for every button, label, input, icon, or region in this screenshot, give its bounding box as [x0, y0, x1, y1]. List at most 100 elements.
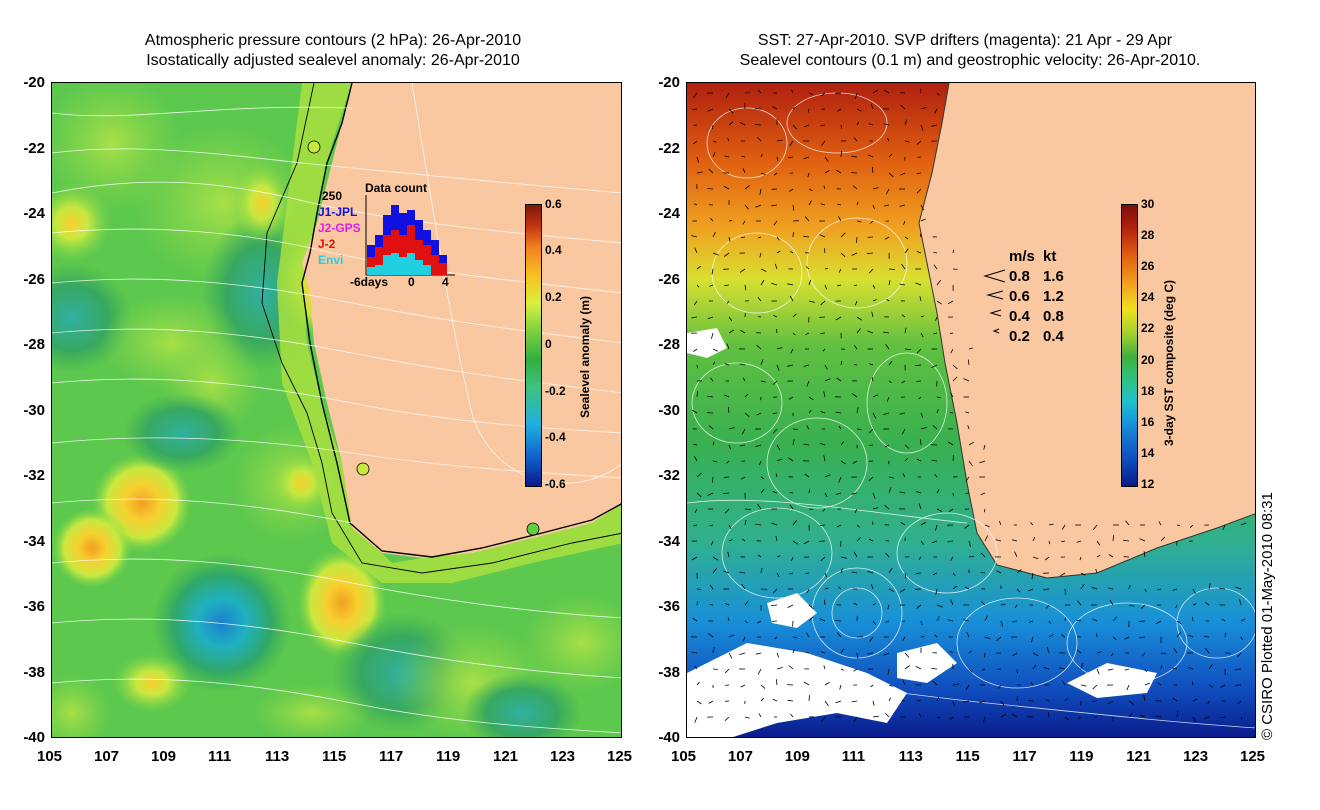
velocity-arrow	[776, 444, 781, 451]
inset-series-j1: J1-JPL	[318, 205, 358, 219]
velocity-arrow	[918, 503, 922, 510]
velocity-arrow	[772, 588, 778, 594]
velocity-arrow	[1222, 524, 1226, 531]
velocity-arrow	[808, 409, 812, 414]
velocity-arrow	[739, 571, 746, 574]
left-title-line2: Isostatically adjusted sealevel anomaly:…	[146, 52, 520, 69]
velocity-arrow	[1237, 652, 1242, 657]
velocity-arrow	[742, 377, 746, 382]
velocity-arrow	[835, 169, 842, 174]
velocity-arrow	[723, 570, 730, 574]
velocity-arrow	[872, 299, 877, 302]
velocity-arrow	[1208, 664, 1213, 670]
velocity-arrow	[819, 234, 826, 238]
velocity-arrow	[856, 108, 862, 112]
velocity-arrow	[803, 443, 810, 446]
velocity-arrow	[1155, 620, 1162, 625]
velocity-arrow	[980, 552, 986, 558]
sst-tick-9: 12	[1141, 477, 1155, 491]
velocity-arrow	[1108, 554, 1114, 558]
velocity-arrow	[1048, 634, 1054, 638]
velocity-arrow	[691, 316, 698, 319]
velocity-arrow	[776, 364, 780, 371]
velocity-arrow	[805, 652, 810, 654]
velocity-arrow	[936, 92, 940, 96]
velocity-arrow	[1240, 636, 1243, 640]
velocity-arrow	[772, 428, 778, 434]
velocity-arrow	[789, 295, 794, 302]
velocity-arrow	[728, 121, 734, 126]
velocity-arrow	[1192, 698, 1198, 702]
velocity-arrow	[952, 585, 958, 590]
right-lat-tick: -20	[658, 74, 680, 91]
velocity-arrow	[776, 667, 783, 670]
velocity-arrow	[1077, 600, 1082, 606]
velocity-arrow	[1124, 668, 1130, 671]
velocity-arrow	[916, 458, 922, 462]
velocity-arrow	[852, 185, 858, 190]
velocity-arrow	[851, 492, 858, 495]
velocity-arrow	[1080, 572, 1086, 576]
velocity-arrow	[872, 700, 875, 706]
velocity-arrow	[1205, 601, 1210, 606]
velocity-arrow	[932, 572, 938, 575]
velocity-arrow	[840, 150, 842, 158]
velocity-arrow	[727, 551, 730, 558]
right-lon-tick: 125	[1240, 748, 1266, 765]
velocity-arrow	[835, 700, 842, 704]
velocity-arrow	[1047, 711, 1050, 718]
velocity-arrow	[824, 599, 826, 606]
velocity-arrow	[1064, 698, 1068, 702]
velocity-arrow	[919, 439, 922, 446]
velocity-arrow	[792, 439, 795, 446]
velocity-arrow	[776, 328, 778, 334]
velocity-arrow	[1061, 524, 1066, 530]
velocity-arrow	[997, 684, 1002, 689]
velocity-arrow	[840, 460, 846, 465]
velocity-arrow	[712, 361, 716, 366]
left-lat-tick: -32	[23, 467, 45, 484]
velocity-arrow	[883, 331, 890, 334]
velocity-arrow	[1096, 633, 1098, 638]
sealevel-colorbar	[525, 204, 542, 487]
velocity-arrow	[963, 700, 970, 703]
velocity-arrow	[933, 252, 938, 254]
velocity-arrow	[904, 458, 908, 462]
velocity-arrow	[936, 409, 939, 414]
velocity-arrow	[916, 251, 922, 254]
velocity-arrow	[757, 554, 762, 558]
velocity-arrow	[824, 248, 826, 254]
velocity-arrow	[904, 140, 910, 143]
velocity-arrow	[952, 492, 954, 497]
velocity-arrow	[869, 363, 874, 366]
velocity-arrow	[872, 507, 879, 510]
velocity-arrow	[691, 409, 698, 414]
velocity-arrow	[757, 620, 762, 624]
velocity-arrow	[995, 539, 1002, 542]
velocity-arrow	[840, 556, 847, 559]
velocity-arrow	[1235, 586, 1242, 590]
velocity-arrow	[808, 695, 810, 702]
velocity-arrow	[920, 107, 927, 110]
velocity-arrow	[1043, 666, 1050, 670]
velocity-arrow	[867, 652, 874, 655]
left-title-line1: Atmospheric pressure contours (2 hPa): 2…	[144, 32, 522, 49]
velocity-arrow	[744, 620, 748, 624]
velocity-arrow	[931, 668, 938, 670]
velocity-arrow	[1128, 604, 1135, 607]
velocity-arrow	[824, 267, 829, 270]
velocity-arrow	[772, 106, 778, 110]
velocity-arrow	[823, 185, 826, 190]
velocity-arrow	[696, 472, 702, 478]
velocity-arrow	[852, 460, 858, 464]
velocity-arrow	[851, 700, 858, 703]
velocity-arrow	[872, 412, 877, 419]
velocity-arrow	[760, 684, 766, 689]
velocity-arrow	[887, 604, 890, 610]
velocity-arrow	[950, 556, 954, 561]
velocity-arrow	[838, 476, 842, 483]
velocity-arrow	[899, 283, 906, 286]
velocity-arrow	[931, 364, 938, 368]
velocity-arrow	[950, 348, 954, 354]
velocity-arrow	[1016, 588, 1021, 593]
